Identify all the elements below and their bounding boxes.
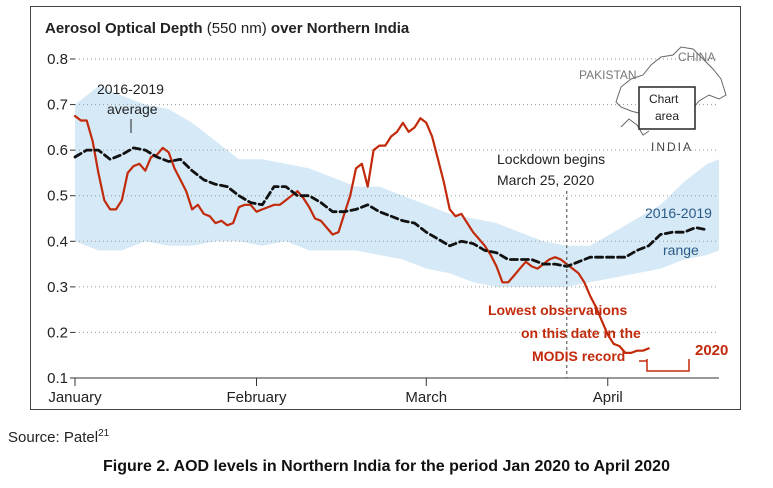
aod-line-chart: Aerosol Optical Depth (550 nm) over Nort… xyxy=(45,20,728,406)
y-tick-label: 0.8 xyxy=(47,51,68,68)
year-2020-label: 2020 xyxy=(695,342,728,359)
axis-layer: 0.1 0.2 0.3 0.4 0.5 0.6 0.7 0.8 January February M… xyxy=(47,51,719,406)
inset-chart-area-box xyxy=(638,86,696,130)
chart-title-bold-1: Aerosol Optical Depth xyxy=(45,20,203,37)
y-tick-label: 0.3 xyxy=(47,279,68,296)
inset-label-china: CHINA xyxy=(678,50,715,64)
lowest-label-line-1: Lowest observations xyxy=(488,302,627,318)
y-tick-label: 0.1 xyxy=(47,370,68,387)
avg-label-line-1: 2016-2019 xyxy=(97,81,164,97)
chart-title: Aerosol Optical Depth (550 nm) over Nort… xyxy=(45,20,410,37)
series-average-line xyxy=(73,146,709,268)
series-layer xyxy=(73,114,709,354)
inset-label-chart: Chart xyxy=(649,92,679,106)
inset-label-area: area xyxy=(655,109,679,123)
inset-map-coast xyxy=(620,118,650,136)
range-band-layer xyxy=(75,86,719,287)
range-label-line-1: 2016-2019 xyxy=(645,205,712,221)
series-2020-line xyxy=(73,114,650,354)
y-tick-label: 0.7 xyxy=(47,97,68,114)
lowest-bracket xyxy=(639,359,690,372)
x-tick-label: January xyxy=(48,389,102,406)
source-note: Source: Patel21 xyxy=(8,428,109,446)
inset-label-india: INDIA xyxy=(651,140,693,154)
lockdown-label-line-2: March 25, 2020 xyxy=(497,172,594,188)
source-ref: 21 xyxy=(98,428,110,439)
lockdown-label-line-1: Lockdown begins xyxy=(497,151,605,167)
x-tick-label: April xyxy=(593,389,623,406)
figure-caption: Figure 2. AOD levels in Northern India f… xyxy=(103,458,670,475)
inset-label-pakistan: PAKISTAN xyxy=(579,68,637,82)
y-tick-label: 0.5 xyxy=(47,188,68,205)
inset-map: PAKISTAN CHINA Chart area INDIA xyxy=(579,46,727,154)
chart-frame: Aerosol Optical Depth (550 nm) over Nort… xyxy=(30,6,741,410)
chart-title-normal: (550 nm) xyxy=(207,20,267,37)
x-tick-label: February xyxy=(226,389,287,406)
y-tick-label: 0.4 xyxy=(47,233,68,250)
source-text: Source: Patel xyxy=(8,429,99,446)
avg-label-line-2: average xyxy=(107,101,158,117)
chart-title-bold-2: over Northern India xyxy=(271,20,410,37)
lowest-label-line-2: on this date in the xyxy=(521,325,641,341)
y-tick-label: 0.6 xyxy=(47,142,68,159)
x-tick-label: March xyxy=(405,389,447,406)
lowest-label-line-3: MODIS record xyxy=(532,348,625,364)
range-band-area xyxy=(75,86,719,287)
range-label-line-2: range xyxy=(663,242,699,258)
y-tick-label: 0.2 xyxy=(47,324,68,341)
